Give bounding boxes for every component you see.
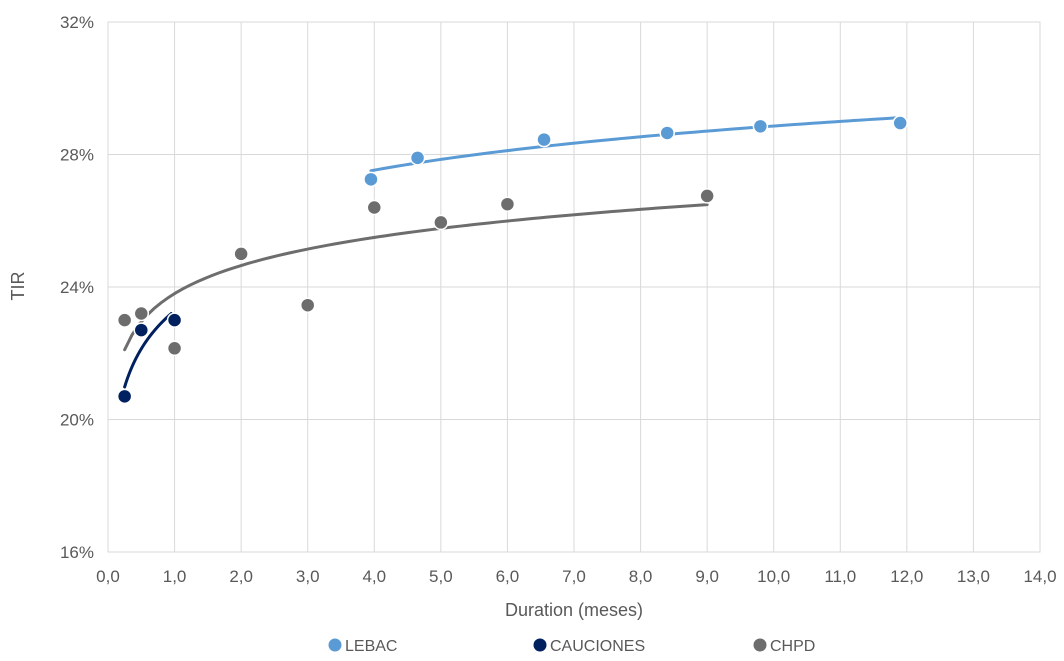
legend-item-chpd: CHPD <box>753 638 815 655</box>
legend-label: CAUCIONES <box>550 638 645 655</box>
legend-marker <box>328 638 342 652</box>
trendline-chpd <box>123 203 709 352</box>
x-tick-label: 5,0 <box>429 567 453 586</box>
point-lebac <box>659 125 675 141</box>
legend-item-lebac: LEBAC <box>328 638 397 655</box>
point-chpd <box>366 199 383 216</box>
point-chpd <box>116 312 133 328</box>
y-tick-label: 20% <box>60 411 94 430</box>
x-tick-label: 7,0 <box>562 567 586 586</box>
trendline-cauciones <box>123 312 173 389</box>
x-tick-label: 4,0 <box>362 567 386 586</box>
x-tick-label: 3,0 <box>296 567 320 586</box>
point-chpd <box>433 214 449 231</box>
x-tick-label: 1,0 <box>163 567 187 586</box>
point-chpd <box>499 196 516 212</box>
point-chpd <box>233 246 249 262</box>
legend: LEBAC CAUCIONES CHPD <box>328 638 815 655</box>
point-lebac <box>409 150 426 166</box>
x-tick-label: 14,0 <box>1023 567 1056 586</box>
x-tick-label: 13,0 <box>957 567 990 586</box>
trendlines <box>123 116 902 389</box>
legend-marker <box>753 638 767 652</box>
y-axis-ticks: 16% 20% 24% 28% 32% <box>60 13 94 562</box>
x-tick-label: 0,0 <box>96 567 120 586</box>
x-tick-label: 8,0 <box>629 567 653 586</box>
trendline-lebac <box>369 116 902 173</box>
x-tick-label: 9,0 <box>695 567 719 586</box>
data-points <box>116 115 908 405</box>
point-cauciones <box>166 312 183 328</box>
point-lebac <box>536 131 552 148</box>
x-tick-label: 2,0 <box>229 567 253 586</box>
x-axis-ticks: 0,0 1,0 2,0 3,0 4,0 5,0 6,0 7,0 8,0 9,0 10,0 11,0 12… <box>96 567 1056 586</box>
y-tick-label: 24% <box>60 278 94 297</box>
plot-area-border <box>107 21 1041 553</box>
point-lebac <box>363 171 379 188</box>
point-lebac <box>752 118 769 135</box>
point-chpd <box>299 297 316 313</box>
x-tick-label: 6,0 <box>496 567 520 586</box>
legend-label: CHPD <box>770 638 815 655</box>
x-tick-label: 11,0 <box>824 567 856 586</box>
y-tick-label: 16% <box>60 543 94 562</box>
x-tick-label: 12,0 <box>890 567 923 586</box>
point-chpd <box>133 305 150 322</box>
y-tick-label: 32% <box>60 13 94 32</box>
legend-marker <box>533 638 547 652</box>
x-tick-label: 10,0 <box>757 567 790 586</box>
point-lebac <box>892 115 908 131</box>
y-axis-title: TIR <box>8 272 28 301</box>
point-cauciones <box>133 322 150 338</box>
legend-item-cauciones: CAUCIONES <box>533 638 645 655</box>
y-tick-label: 28% <box>60 146 94 165</box>
point-cauciones <box>116 388 133 405</box>
x-axis-title: Duration (meses) <box>505 600 643 620</box>
point-chpd <box>699 188 715 204</box>
point-chpd <box>166 340 183 357</box>
grid <box>107 21 1041 553</box>
legend-label: LEBAC <box>345 638 397 655</box>
